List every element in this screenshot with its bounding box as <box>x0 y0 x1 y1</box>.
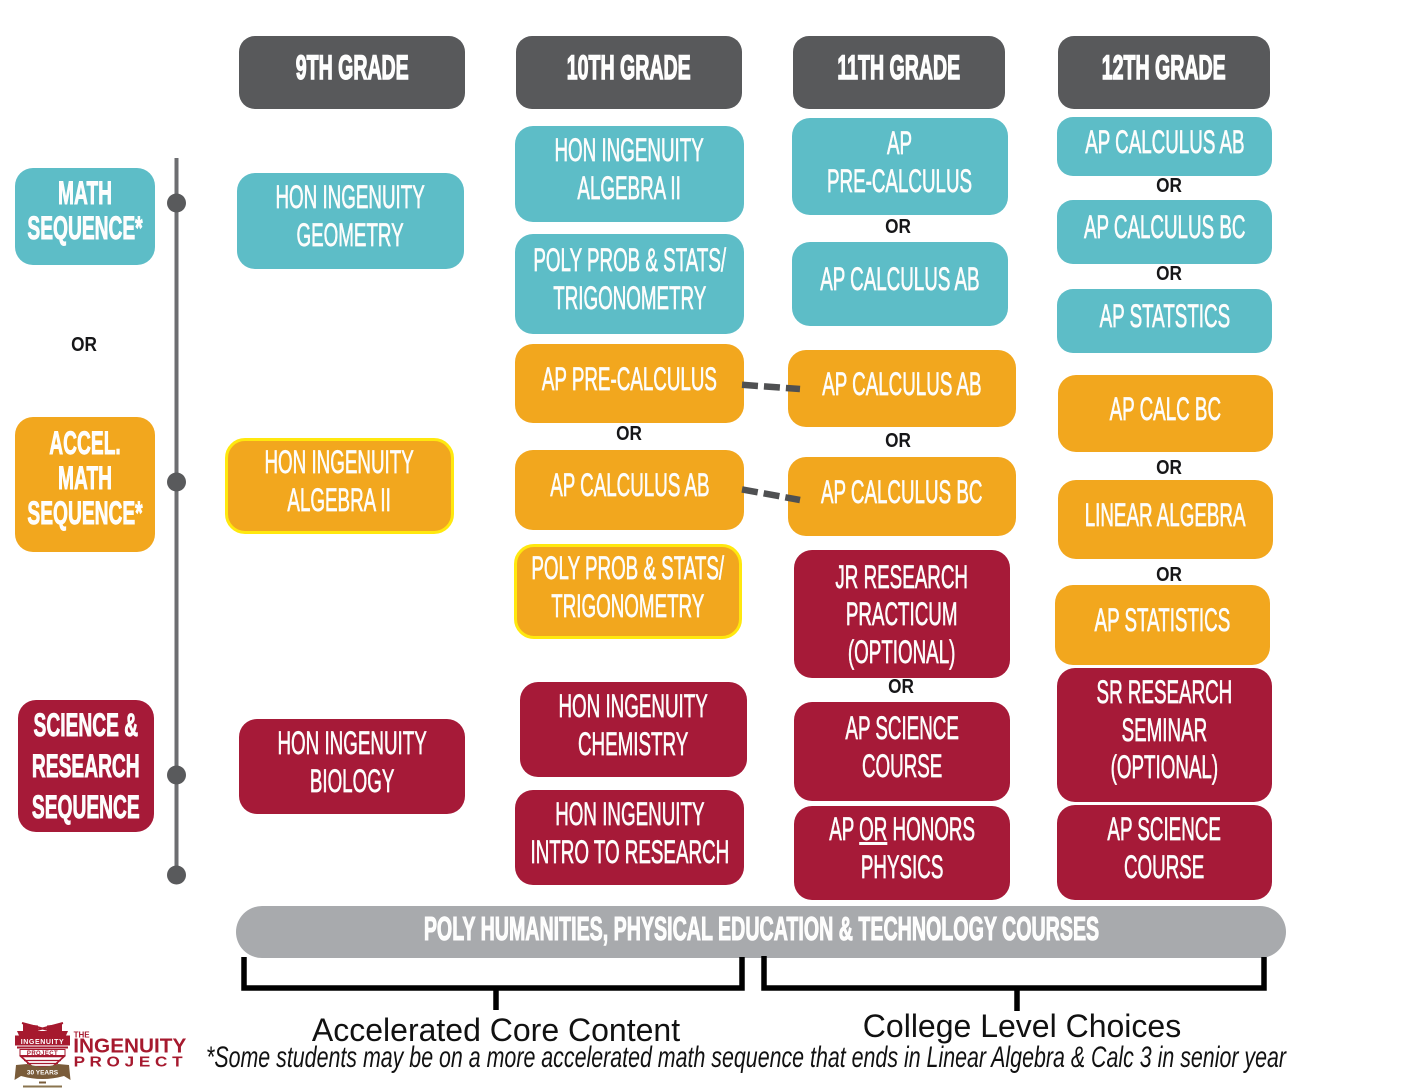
svg-text:30 YEARS: 30 YEARS <box>27 1070 59 1077</box>
svg-text:THE: THE <box>74 1030 91 1039</box>
svg-text:INGENUITY: INGENUITY <box>21 1039 65 1046</box>
svg-text:PROJECT: PROJECT <box>27 1051 58 1057</box>
svg-text:P R O J E C T: P R O J E C T <box>74 1055 183 1071</box>
svg-text:INGENUITY: INGENUITY <box>73 1036 187 1058</box>
